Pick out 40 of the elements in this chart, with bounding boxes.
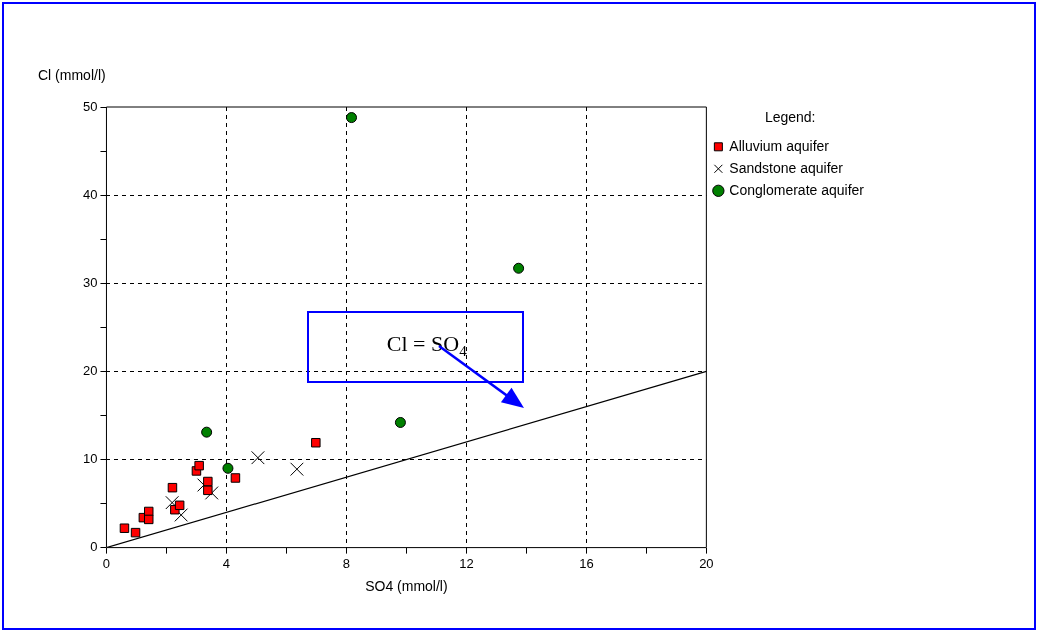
point [144,506,154,517]
legend-title: Legend: [764,108,816,125]
x-axis-title: SO4 (mmol/l) [365,578,448,595]
point [165,495,180,510]
point [144,514,154,525]
point [222,462,234,474]
x-tick-label: 4 [222,555,231,571]
legend-label: Conglomerate aquifer [729,181,865,198]
x-tick-label: 12 [459,555,474,571]
point [513,262,525,274]
y-axis-title: Cl (mmol/l) [38,66,106,83]
point [346,112,358,124]
point [194,460,204,471]
y-tick-label: 30 [82,274,98,290]
point [167,482,178,493]
y-tick-label: 40 [82,186,98,202]
annotation: Cl = SO$_{4}$ [386,331,467,360]
point [203,485,213,496]
point [174,500,185,511]
x-tick-label: 20 [699,555,714,571]
point [174,508,189,522]
point [394,416,406,428]
legend-label: Sandstone aquifer [729,159,844,176]
y-tick-label: 20 [82,362,98,378]
legend-label: Alluvium aquifer [729,137,830,154]
point [130,527,141,538]
point [201,426,213,438]
y-tick-label: 0 [90,539,98,555]
point [311,438,321,448]
x-tick-label: 16 [579,555,594,571]
point [230,473,241,483]
point [119,523,130,533]
point [290,462,304,477]
y-tick-label: 10 [82,451,98,467]
x-tick-label: 8 [342,555,351,571]
point [203,476,213,487]
point [251,450,265,465]
x-tick-label: 0 [102,555,111,571]
point [204,486,219,500]
y-tick-label: 50 [82,98,98,114]
